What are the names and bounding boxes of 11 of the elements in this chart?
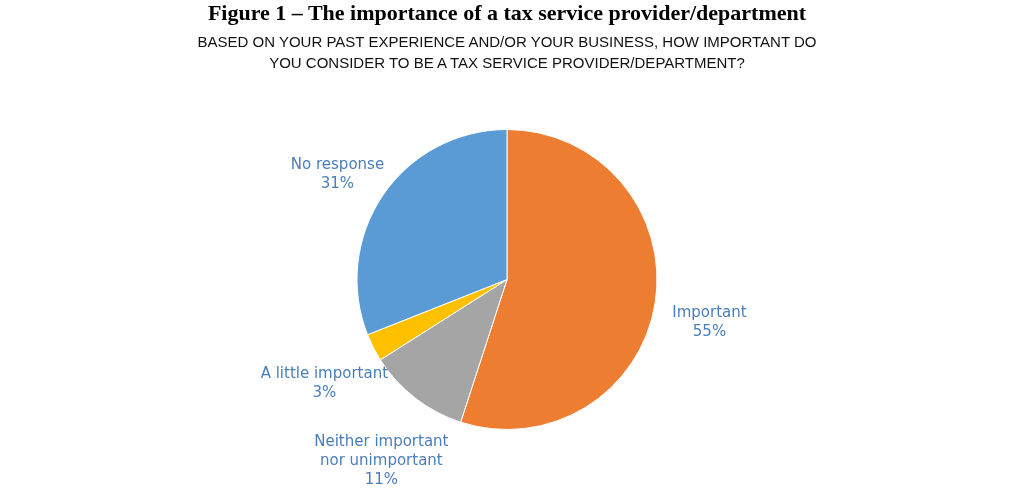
chart-title: Figure 1 – The importance of a tax service provider/department: [207, 0, 807, 25]
slice-label: No response: [290, 155, 385, 174]
data-label: 55%: [692, 321, 727, 340]
slice-label: Neither important nor unimportant: [314, 432, 449, 470]
data-label: 11%: [364, 470, 399, 489]
slice-label: A little important: [260, 363, 389, 382]
slice-label: Important: [672, 302, 747, 321]
data-label: 31%: [320, 174, 355, 193]
text: BASED ON YOUR PAST EXPERIENCE AND/OR YOUR BUSINESS, HOW IMPORTANT DO: [197, 33, 817, 50]
data-label: 3%: [312, 382, 337, 401]
text: YOU CONSIDER TO BE A TAX SERVICE PROVIDER/DEPARTMENT?: [269, 54, 745, 71]
